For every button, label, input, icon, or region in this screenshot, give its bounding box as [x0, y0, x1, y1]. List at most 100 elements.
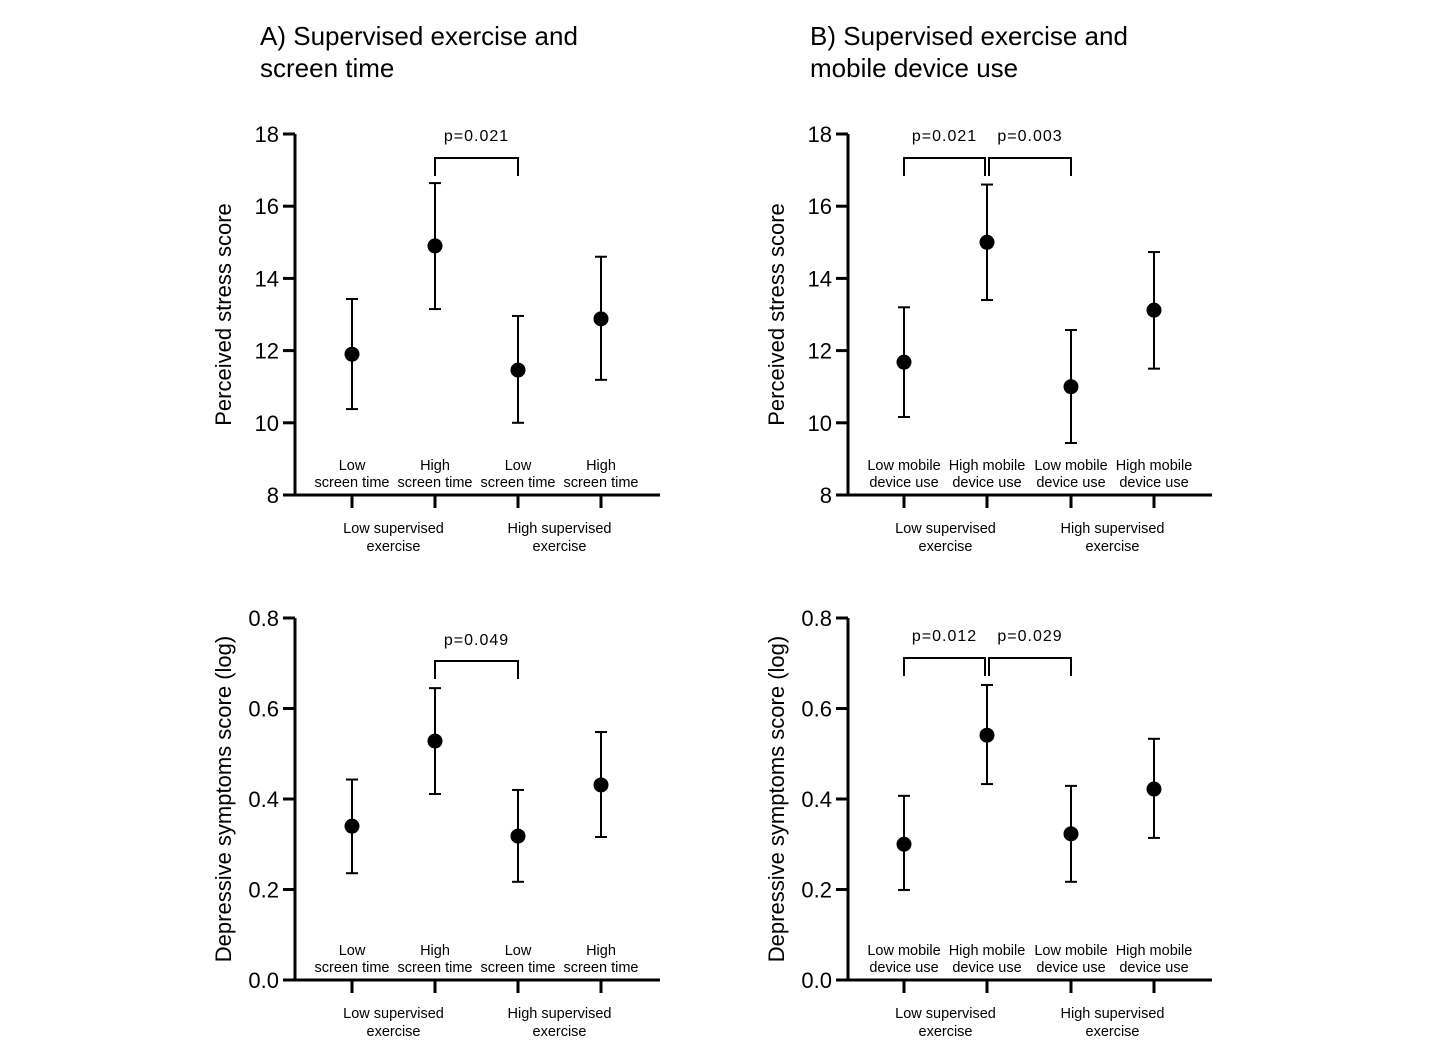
chart-panel-3: 0.0 0.2 0.4 0.6 0.8 Depressive symptoms score… — [211, 606, 660, 1040]
p-value-label: p=0.021 — [912, 128, 977, 145]
data-point — [510, 828, 526, 844]
y-tick-label: 10 — [808, 411, 832, 436]
significance-bracket — [434, 660, 519, 679]
category-label: High — [420, 943, 450, 959]
category-label: High mobile — [1116, 943, 1193, 959]
data-point — [896, 836, 912, 852]
data-point — [593, 777, 609, 793]
group-label: High supervised — [1061, 521, 1165, 537]
chart-panel-4: 0.0 0.2 0.4 0.6 0.8 Depressive symptoms score… — [764, 606, 1212, 1040]
group-label: exercise — [533, 1024, 587, 1040]
category-label: Low — [505, 458, 532, 474]
data-point — [1063, 379, 1079, 395]
y-tick-label: 0.2 — [801, 878, 832, 903]
category-label: screen time — [315, 475, 390, 491]
data-point — [896, 354, 912, 370]
significance-bracket — [988, 657, 1072, 676]
y-tick-label: 0.0 — [248, 968, 279, 993]
category-label: screen time — [398, 475, 473, 491]
data-point — [510, 362, 526, 378]
category-label: device use — [1119, 960, 1188, 976]
category-label: screen time — [398, 960, 473, 976]
group-label: Low supervised — [343, 521, 444, 537]
data-point — [344, 346, 360, 362]
chart-title-line: mobile device use — [810, 53, 1018, 83]
category-label: High — [420, 458, 450, 474]
category-label: device use — [1036, 960, 1105, 976]
group-label: High supervised — [508, 521, 612, 537]
category-label: screen time — [481, 475, 556, 491]
category-label: device use — [1036, 475, 1105, 491]
category-label: Low mobile — [1034, 943, 1107, 959]
category-label: High mobile — [1116, 458, 1193, 474]
y-axis-label: Depressive symptoms score (log) — [211, 636, 236, 962]
data-point — [979, 727, 995, 743]
data-point — [1063, 826, 1079, 842]
category-label: screen time — [481, 960, 556, 976]
y-tick-label: 0.6 — [248, 697, 279, 722]
data-point — [979, 234, 995, 250]
category-label: device use — [869, 960, 938, 976]
category-label: High mobile — [949, 943, 1026, 959]
category-label: Low — [339, 458, 366, 474]
category-label: Low mobile — [1034, 458, 1107, 474]
y-tick-label: 8 — [267, 483, 279, 508]
y-axis-label: Depressive symptoms score (log) — [764, 636, 789, 962]
y-tick-label: 0.6 — [801, 697, 832, 722]
p-value-label: p=0.021 — [444, 128, 509, 145]
group-label: exercise — [367, 1024, 421, 1040]
chart-title-line: B) Supervised exercise and — [810, 21, 1128, 51]
category-label: screen time — [315, 960, 390, 976]
group-label: exercise — [533, 539, 587, 555]
p-value-label: p=0.049 — [444, 632, 509, 649]
y-tick-label: 0.0 — [801, 968, 832, 993]
significance-bracket — [903, 657, 986, 676]
p-value-label: p=0.012 — [912, 628, 977, 645]
y-tick-label: 16 — [808, 194, 832, 219]
significance-bracket — [434, 157, 519, 176]
category-label: High — [586, 458, 616, 474]
category-label: device use — [952, 475, 1021, 491]
category-label: High mobile — [949, 458, 1026, 474]
group-label: High supervised — [508, 1006, 612, 1022]
y-tick-label: 14 — [255, 266, 279, 291]
y-axis-label: Perceived stress score — [211, 203, 236, 426]
y-tick-label: 0.2 — [248, 878, 279, 903]
y-tick-label: 14 — [808, 266, 832, 291]
category-label: High — [586, 943, 616, 959]
group-label: exercise — [919, 539, 973, 555]
category-label: Low — [505, 943, 532, 959]
chart-title-line: screen time — [260, 53, 394, 83]
category-label: device use — [869, 475, 938, 491]
group-label: Low supervised — [343, 1006, 444, 1022]
category-label: device use — [952, 960, 1021, 976]
p-value-label: p=0.003 — [997, 128, 1062, 145]
y-tick-label: 10 — [255, 411, 279, 436]
y-tick-label: 18 — [255, 122, 279, 147]
data-point — [1146, 781, 1162, 797]
data-point — [593, 311, 609, 327]
data-point — [344, 818, 360, 834]
group-label: Low supervised — [895, 1006, 996, 1022]
group-label: exercise — [1086, 539, 1140, 555]
y-axis-label: Perceived stress score — [764, 203, 789, 426]
significance-bracket — [988, 157, 1072, 176]
category-label: screen time — [564, 960, 639, 976]
y-tick-label: 8 — [820, 483, 832, 508]
data-point — [427, 733, 443, 749]
group-label: exercise — [367, 539, 421, 555]
significance-bracket — [903, 157, 986, 176]
y-tick-label: 12 — [255, 339, 279, 364]
group-label: High supervised — [1061, 1006, 1165, 1022]
category-label: device use — [1119, 475, 1188, 491]
data-point — [1146, 302, 1162, 318]
group-label: exercise — [919, 1024, 973, 1040]
y-tick-label: 0.4 — [801, 787, 832, 812]
group-label: Low supervised — [895, 521, 996, 537]
p-value-label: p=0.029 — [997, 628, 1062, 645]
chart-title-line: A) Supervised exercise and — [260, 21, 578, 51]
group-label: exercise — [1086, 1024, 1140, 1040]
